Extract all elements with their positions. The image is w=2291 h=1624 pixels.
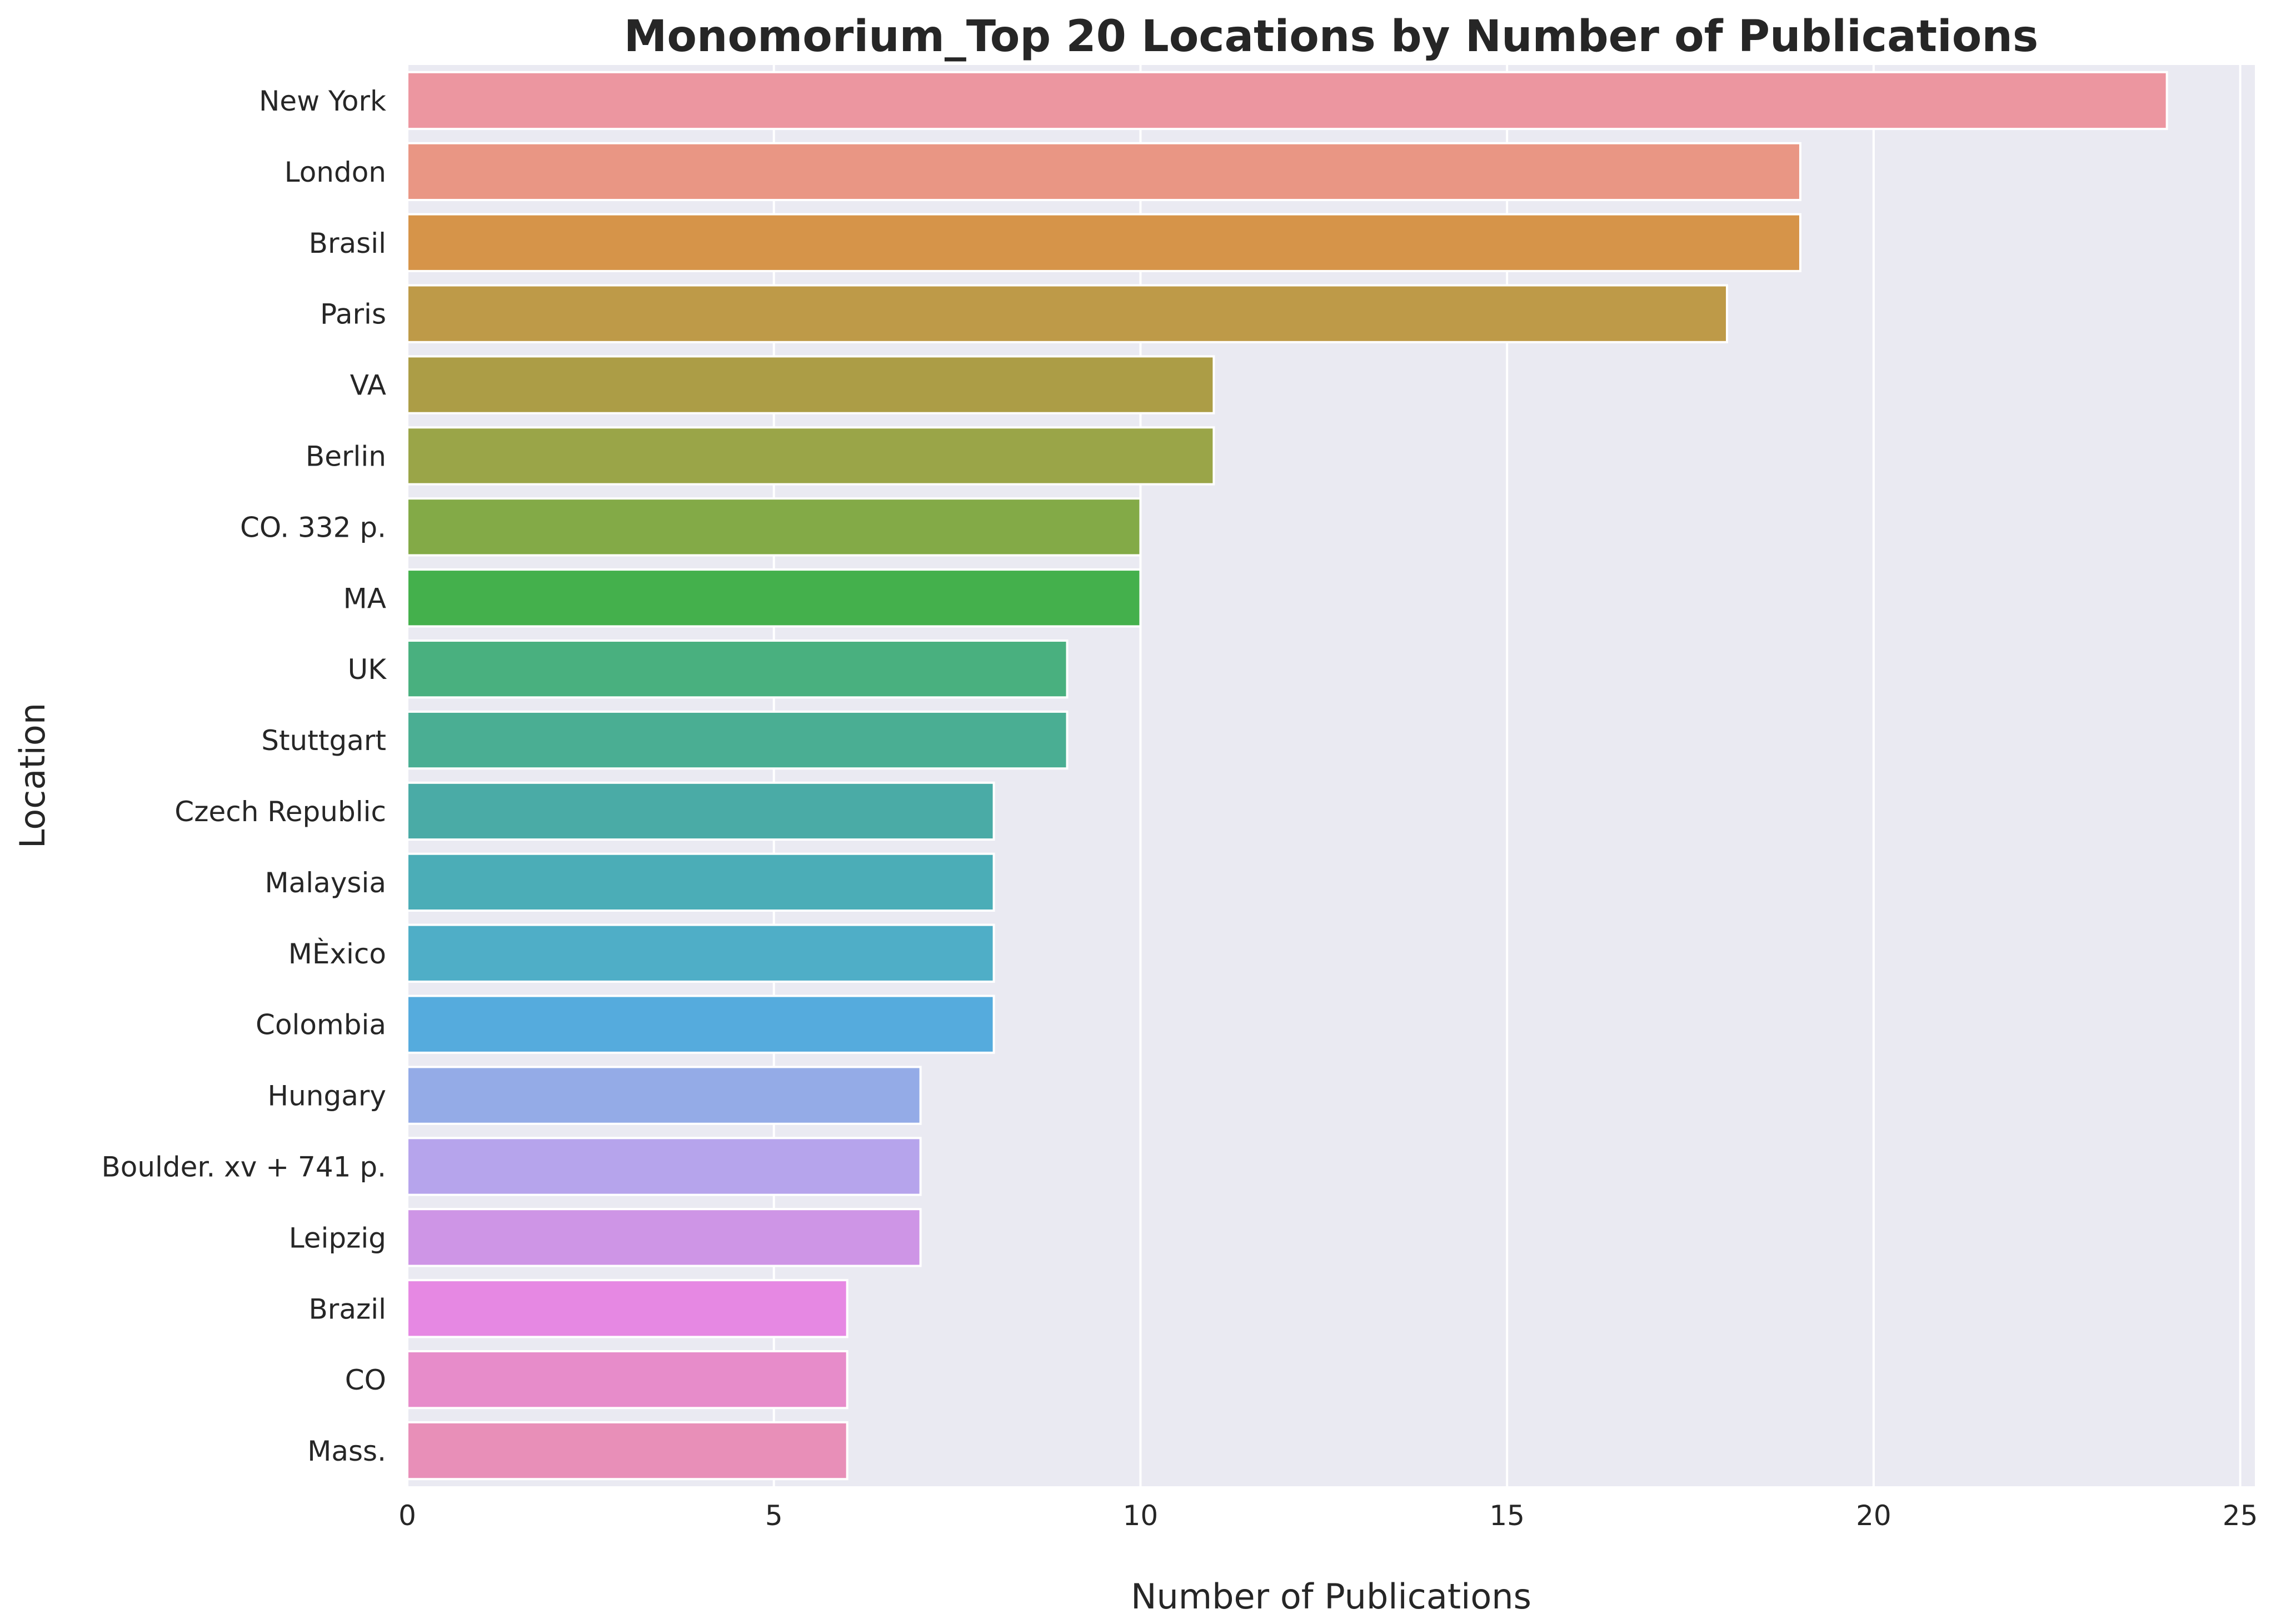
bar [406, 426, 1215, 486]
bar [406, 1208, 922, 1267]
y-tick-label: Brazil [308, 1293, 386, 1325]
y-tick-label: Leipzig [289, 1222, 386, 1254]
bar [406, 995, 995, 1054]
y-tick-label: Colombia [256, 1009, 386, 1041]
bar [406, 71, 2168, 131]
y-tick-label: London [284, 156, 386, 188]
y-tick-label: MÈxico [288, 937, 386, 970]
y-tick-label: Brasil [309, 227, 386, 259]
x-tick-label: 10 [1123, 1500, 1159, 1532]
bar [406, 639, 1069, 699]
y-tick-label: CO. 332 p. [240, 511, 386, 543]
x-tick-label: 15 [1489, 1500, 1525, 1532]
y-tick-label: Malaysia [265, 867, 386, 899]
bar [406, 781, 995, 841]
bar [406, 568, 1142, 628]
bar [406, 284, 1728, 343]
bars [406, 71, 2168, 1481]
y-tick-label: CO [345, 1364, 386, 1396]
bar [406, 1350, 848, 1410]
x-tick-label: 5 [765, 1500, 783, 1532]
chart-title: Monomorium_Top 20 Locations by Number of… [624, 12, 2039, 62]
y-tick-label: New York [259, 85, 386, 117]
y-tick-label: MA [343, 582, 386, 614]
y-tick-label: Stuttgart [261, 724, 386, 757]
plot-area [407, 65, 2255, 1486]
bar [406, 142, 1801, 202]
x-tick-label: 0 [398, 1500, 416, 1532]
bar [406, 1137, 922, 1196]
y-tick-label: Boulder. xv + 741 p. [101, 1151, 386, 1183]
y-tick-label: Paris [320, 298, 386, 331]
x-tick-label: 25 [2223, 1500, 2258, 1532]
bar [406, 213, 1801, 272]
bar [406, 1421, 848, 1481]
y-axis-label: Location [12, 703, 53, 848]
y-tick-label: Hungary [267, 1080, 386, 1112]
bar [406, 1279, 848, 1338]
y-tick-label: UK [348, 653, 387, 686]
y-tick-label: Mass. [307, 1435, 386, 1467]
y-tick-labels: New York London Brasil Paris VA Berlin CO. 332… [101, 85, 387, 1467]
bar [406, 710, 1069, 770]
y-tick-label: Czech Republic [174, 796, 386, 828]
bar [406, 497, 1142, 557]
bar [406, 923, 995, 983]
x-axis-label: Number of Publications [1131, 1576, 1531, 1617]
bar [406, 355, 1215, 414]
x-tick-labels: 0 5 10 15 20 25 [398, 1500, 2258, 1532]
x-tick-label: 20 [1856, 1500, 1891, 1532]
bar [406, 852, 995, 912]
y-tick-label: Berlin [306, 440, 386, 472]
y-tick-label: VA [350, 369, 386, 402]
bar [406, 1066, 922, 1125]
